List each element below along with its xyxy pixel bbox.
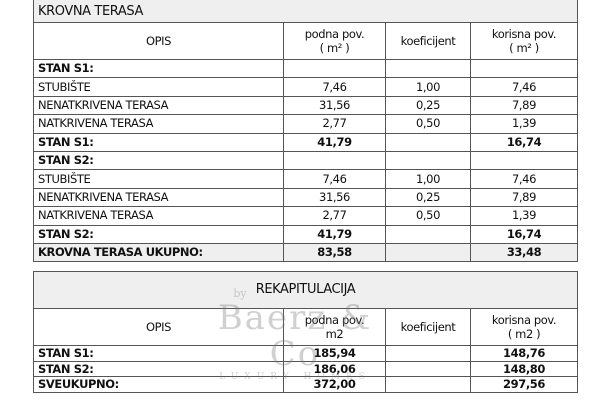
header-row: OPIS podna pov. m2 koeficijent korisna pov.… <box>33 308 579 346</box>
table-cell <box>385 360 471 378</box>
table-cell: 185,94 <box>283 345 386 362</box>
table-cell <box>385 345 471 362</box>
table-cell: 7,46 <box>469 77 579 97</box>
table-row: NENATKRIVENA TERASA 31,56 0,25 7,89 <box>33 95 579 116</box>
table-cell: 1,00 <box>385 169 471 189</box>
table-cell: 372,00 <box>283 376 386 393</box>
table-row: SVEUKUPNO: 372,00 297,56 <box>33 376 579 393</box>
table-row: NATKRIVENA TERASA 2,77 0,50 1,39 <box>33 114 579 134</box>
table-cell: STAN S2: <box>33 224 284 244</box>
table-cell <box>469 150 579 171</box>
table-row: STAN S1: 41,79 16,74 <box>33 132 579 152</box>
table-cell: NATKRIVENA TERASA <box>33 206 284 226</box>
table-cell <box>385 224 471 244</box>
table-cell: NENATKRIVENA TERASA <box>33 187 284 208</box>
table-row: NENATKRIVENA TERASA 31,56 0,25 7,89 <box>33 187 579 208</box>
table-cell: 83,58 <box>283 242 386 263</box>
table-row: STAN S2: <box>33 150 579 171</box>
table-cell <box>385 376 471 393</box>
table-cell: STUBIŠTE <box>33 77 284 97</box>
table-cell: 31,56 <box>283 187 386 208</box>
table-cell: 16,74 <box>469 224 579 244</box>
table-row: STUBIŠTE 7,46 1,00 7,46 <box>33 77 579 97</box>
table-cell: STAN S1: <box>33 345 284 362</box>
table-cell: 2,77 <box>283 206 386 226</box>
table-title: REKAPITULACIJA <box>32 271 579 309</box>
table-row: STUBIŠTE 7,46 1,00 7,46 <box>33 169 579 189</box>
table-cell: 7,46 <box>283 169 386 189</box>
table-cell: 1,00 <box>385 77 471 97</box>
table-title-row: REKAPITULACIJA <box>32 271 579 309</box>
table-cell: 148,76 <box>469 345 579 362</box>
table-title-row: KROVNA TERASA <box>32 0 579 23</box>
column-header: koeficijent <box>385 22 471 60</box>
table-cell: STAN S2: <box>33 150 284 171</box>
column-header: podna pov. ( m² ) <box>283 22 386 60</box>
table-cell <box>385 58 471 79</box>
table-cell: 33,48 <box>469 242 579 263</box>
header-row: OPIS podna pov. ( m² ) koeficijent korisna … <box>33 22 579 60</box>
column-header: OPIS <box>33 22 284 60</box>
column-header: korisna pov. ( m² ) <box>469 22 579 60</box>
table-cell: 2,77 <box>283 114 386 134</box>
table-cell: 31,56 <box>283 95 386 116</box>
table-cell: STUBIŠTE <box>33 169 284 189</box>
table-cell: 41,79 <box>283 132 386 152</box>
table-cell: 0,25 <box>385 95 471 116</box>
table-cell <box>283 58 386 79</box>
table-cell: SVEUKUPNO: <box>33 376 284 393</box>
table-cell: STAN S2: <box>33 360 284 378</box>
table-row: STAN S1: <box>33 58 579 79</box>
table-cell: STAN S1: <box>33 132 284 152</box>
column-header: korisna pov. ( m2 ) <box>469 308 579 346</box>
rekapitulacija-table: REKAPITULACIJA OPIS podna pov. m2 koeficije… <box>32 271 579 393</box>
table-title: KROVNA TERASA <box>32 0 579 23</box>
table-cell: 16,74 <box>469 132 579 152</box>
table-cell: NATKRIVENA TERASA <box>33 114 284 134</box>
table-cell: 7,89 <box>469 95 579 116</box>
table-cell: 41,79 <box>283 224 386 244</box>
table-cell: KROVNA TERASA UKUPNO: <box>33 242 284 263</box>
table-cell <box>385 132 471 152</box>
table-cell: NENATKRIVENA TERASA <box>33 95 284 116</box>
table-row: NATKRIVENA TERASA 2,77 0,50 1,39 <box>33 206 579 226</box>
table-row: STAN S2: 186,06 148,80 <box>33 360 579 378</box>
table-cell: 1,39 <box>469 114 579 134</box>
table-cell: STAN S1: <box>33 58 284 79</box>
table-cell: 7,46 <box>283 77 386 97</box>
column-header: OPIS <box>33 308 284 346</box>
table-cell: 7,89 <box>469 187 579 208</box>
table-cell: 0,50 <box>385 114 471 134</box>
table-cell: 0,50 <box>385 206 471 226</box>
krovna-terasa-table: KROVNA TERASA OPIS podna pov. ( m² ) koefic… <box>32 0 579 263</box>
table-cell: 186,06 <box>283 360 386 378</box>
table-cell <box>283 150 386 171</box>
table-cell <box>385 242 471 263</box>
table-cell: 7,46 <box>469 169 579 189</box>
column-header: koeficijent <box>385 308 471 346</box>
table-cell <box>469 58 579 79</box>
table-cell: 148,80 <box>469 360 579 378</box>
table-row: STAN S1: 185,94 148,76 <box>33 345 579 362</box>
table-cell: 297,56 <box>469 376 579 393</box>
table-row: KROVNA TERASA UKUPNO: 83,58 33,48 <box>33 242 579 263</box>
table-cell <box>385 150 471 171</box>
table-cell: 0,25 <box>385 187 471 208</box>
table-cell: 1,39 <box>469 206 579 226</box>
column-header: podna pov. m2 <box>283 308 386 346</box>
table-row: STAN S2: 41,79 16,74 <box>33 224 579 244</box>
